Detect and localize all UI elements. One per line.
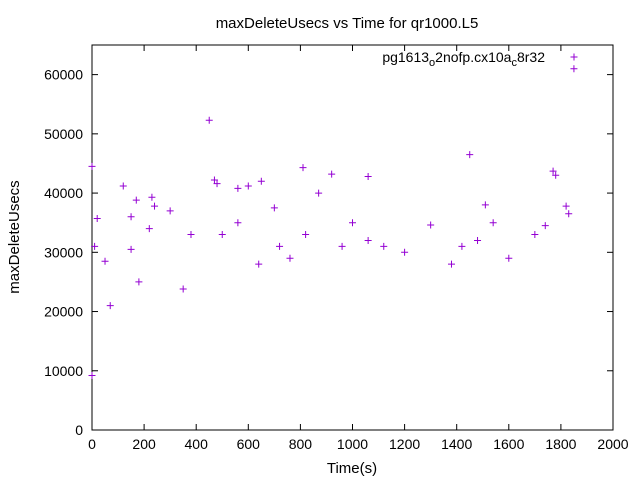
data-point bbox=[380, 242, 388, 250]
x-tick-label: 200 bbox=[132, 436, 156, 452]
x-tick-label: 800 bbox=[289, 436, 313, 452]
data-point bbox=[562, 202, 570, 210]
data-point bbox=[257, 177, 265, 185]
legend-marker bbox=[570, 53, 578, 61]
data-point bbox=[270, 204, 278, 212]
data-points bbox=[88, 65, 578, 380]
data-point bbox=[127, 245, 135, 253]
data-point bbox=[364, 172, 372, 180]
data-point bbox=[244, 182, 252, 190]
data-point bbox=[364, 236, 372, 244]
data-point bbox=[299, 164, 307, 172]
legend-marker-glyph bbox=[570, 53, 578, 61]
x-tick-label: 1000 bbox=[337, 436, 368, 452]
data-point bbox=[145, 225, 153, 233]
data-point bbox=[349, 219, 356, 227]
data-point bbox=[541, 222, 549, 230]
data-point bbox=[135, 278, 143, 286]
data-point bbox=[466, 151, 474, 159]
data-point bbox=[132, 196, 140, 204]
data-point bbox=[276, 242, 284, 250]
y-axis-title: maxDeleteUsecs bbox=[6, 180, 23, 293]
data-point bbox=[286, 254, 294, 262]
data-point bbox=[552, 171, 560, 179]
data-point bbox=[187, 231, 195, 239]
x-tick-label: 600 bbox=[237, 436, 261, 452]
data-point bbox=[119, 182, 127, 190]
data-point bbox=[213, 180, 221, 188]
chart-title: maxDeleteUsecs vs Time for qr1000.L5 bbox=[216, 15, 479, 32]
data-point bbox=[489, 219, 497, 227]
data-point bbox=[474, 236, 482, 244]
x-tick-label: 1800 bbox=[545, 436, 576, 452]
data-point bbox=[328, 170, 336, 178]
x-tick-label: 0 bbox=[88, 436, 96, 452]
y-tick-label: 60000 bbox=[44, 67, 83, 83]
legend-label-part: 8r32 bbox=[517, 49, 545, 65]
data-point bbox=[481, 201, 489, 209]
data-point bbox=[91, 242, 99, 250]
legend: pg1613o2nofp.cx10ac8r32 bbox=[382, 49, 578, 69]
data-point bbox=[458, 242, 466, 250]
data-point bbox=[210, 176, 218, 184]
x-tick-label: 1600 bbox=[493, 436, 524, 452]
y-tick-label: 30000 bbox=[44, 244, 83, 260]
data-point bbox=[505, 254, 513, 262]
legend-label-part: 2nofp.cx10a bbox=[435, 49, 511, 65]
data-point bbox=[234, 219, 242, 227]
legend-label-part: pg1613 bbox=[382, 49, 429, 65]
data-point bbox=[148, 193, 156, 201]
data-point bbox=[315, 189, 323, 197]
data-point bbox=[88, 162, 96, 170]
data-point bbox=[302, 231, 310, 239]
data-point bbox=[106, 302, 114, 310]
data-point bbox=[205, 116, 213, 124]
data-point bbox=[151, 202, 159, 210]
y-tick-label: 20000 bbox=[44, 304, 83, 320]
y-tick-label: 0 bbox=[75, 422, 83, 438]
legend-label-subscript: o bbox=[429, 57, 435, 69]
x-tick-label: 2000 bbox=[597, 436, 628, 452]
x-tick-label: 400 bbox=[185, 436, 209, 452]
data-point bbox=[101, 257, 109, 265]
y-tick-label: 50000 bbox=[44, 126, 83, 142]
legend-label-subscript: c bbox=[511, 57, 517, 69]
data-point bbox=[166, 207, 174, 215]
data-point bbox=[549, 167, 557, 175]
x-axis: 0 200 400 600 800 1000 1200 1400 1600 1800 2000 bbox=[88, 45, 629, 452]
data-point bbox=[255, 260, 263, 268]
data-point bbox=[127, 213, 135, 221]
legend-label: pg1613o2nofp.cx10ac8r32 bbox=[382, 49, 545, 69]
data-point bbox=[338, 242, 346, 250]
data-point bbox=[570, 65, 578, 73]
data-point bbox=[218, 231, 226, 239]
y-tick-label: 40000 bbox=[44, 185, 83, 201]
data-point bbox=[93, 215, 101, 223]
data-point bbox=[565, 210, 573, 218]
data-point bbox=[531, 231, 539, 239]
y-axis: 0 10000 20000 30000 40000 50000 60000 bbox=[44, 67, 613, 438]
x-axis-title: Time(s) bbox=[327, 460, 377, 477]
data-point bbox=[401, 248, 409, 256]
x-tick-label: 1400 bbox=[441, 436, 472, 452]
data-point bbox=[427, 221, 435, 229]
data-point bbox=[447, 260, 455, 268]
data-point bbox=[88, 372, 96, 380]
data-point bbox=[179, 285, 187, 293]
data-point bbox=[234, 184, 242, 192]
y-tick-label: 10000 bbox=[44, 363, 83, 379]
x-tick-label: 1200 bbox=[389, 436, 420, 452]
